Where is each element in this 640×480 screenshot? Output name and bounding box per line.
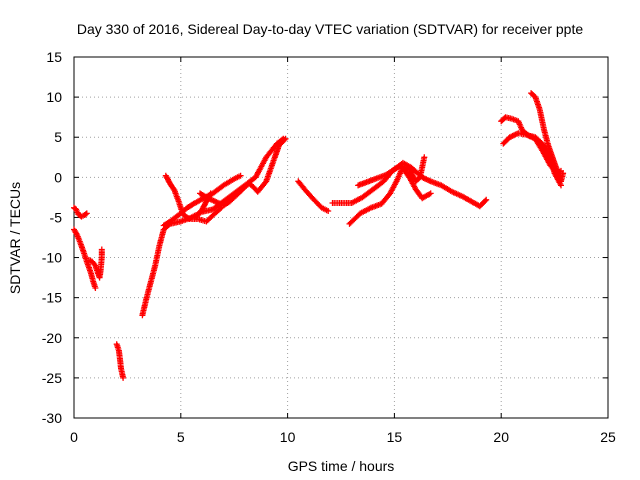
data-marks [71, 90, 567, 381]
x-tick-label: 15 [387, 429, 403, 445]
y-tick-label: 0 [54, 169, 62, 185]
y-tick-label: 5 [54, 129, 62, 145]
y-axis-label: SDTVAR / TECUs [7, 182, 23, 294]
series-arc4 [113, 341, 127, 381]
y-tick-label: -20 [42, 330, 62, 346]
series-arc9 [197, 135, 289, 209]
grid [74, 57, 608, 418]
x-tick-label: 20 [493, 429, 509, 445]
plot-frame [73, 56, 609, 419]
series-arc16 [528, 90, 567, 185]
series-arc12 [346, 154, 428, 227]
axis-ticks: 0 5 10 15 20 25 -30 -25 -20 -15 -10 -5 0 5 10 15 [42, 49, 616, 445]
y-tick-label: -25 [42, 370, 62, 386]
y-tick-label: -10 [42, 250, 62, 266]
series-arc7 [162, 172, 225, 225]
x-tick-label: 10 [280, 429, 296, 445]
series-arc10 [295, 178, 332, 214]
y-tick-label: 15 [46, 49, 62, 65]
y-tick-label: -15 [42, 290, 62, 306]
series-arc3 [86, 246, 105, 281]
series-arc2 [71, 226, 99, 291]
y-tick-label: 10 [46, 89, 62, 105]
x-tick-label: 25 [600, 429, 616, 445]
x-tick-label: 0 [70, 429, 78, 445]
y-tick-label: -30 [42, 410, 62, 426]
series-arc13 [355, 159, 490, 210]
y-tick-label: -5 [50, 209, 63, 225]
chart-title: Day 330 of 2016, Sidereal Day-to-day VTE… [77, 21, 584, 37]
x-tick-label: 5 [177, 429, 185, 445]
series-arc5 [139, 135, 287, 319]
series-arc1 [71, 204, 90, 220]
x-axis-label: GPS time / hours [288, 458, 395, 474]
series-arc14 [498, 114, 564, 189]
series-arc11 [329, 162, 434, 206]
